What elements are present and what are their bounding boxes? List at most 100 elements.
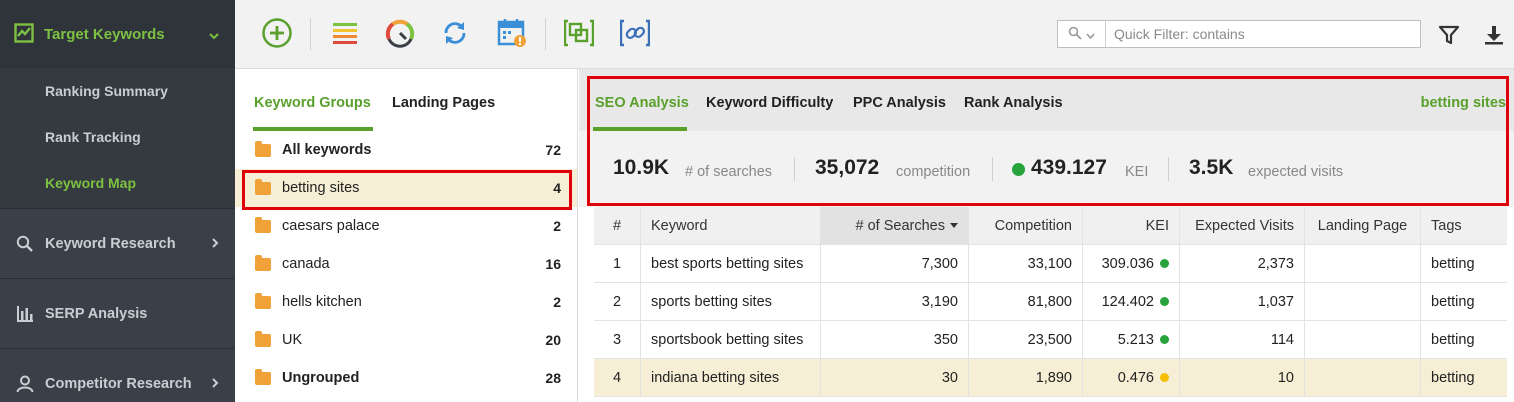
chevron-down-icon [1086, 26, 1095, 42]
cell-competition: 23,500 [969, 321, 1083, 358]
group-count: 20 [545, 332, 561, 348]
tab-keyword-groups[interactable]: Keyword Groups [254, 95, 371, 111]
kei-label: KEI [1125, 164, 1149, 180]
chevron-down-icon[interactable] [209, 27, 219, 43]
folder-icon [255, 292, 271, 309]
col-header-keyword[interactable]: Keyword [641, 207, 821, 244]
group-name: betting sites [282, 180, 360, 196]
cell-tags: betting [1431, 293, 1475, 310]
cell-landing-page[interactable] [1305, 321, 1421, 358]
filter-icon[interactable] [1432, 18, 1466, 52]
tab-seo-analysis[interactable]: SEO Analysis [595, 95, 689, 111]
kei-value: 0.476 [1117, 369, 1154, 386]
kei-value: 309.036 [1101, 255, 1154, 272]
folder-icon [255, 216, 271, 233]
bar-chart-icon [14, 305, 36, 323]
group-row[interactable]: UK 20 [235, 321, 577, 359]
calendar-alert-icon[interactable] [495, 16, 529, 50]
group-row[interactable]: Ungrouped 28 [235, 359, 577, 397]
cell-keyword: best sports betting sites [641, 245, 821, 282]
group-name: hells kitchen [282, 294, 362, 310]
kei-status-dot [1160, 373, 1169, 382]
col-header-expected-visits[interactable]: Expected Visits [1180, 207, 1305, 244]
sidebar-section-label: Competitor Research [45, 375, 192, 392]
group-row[interactable]: caesars palace 2 [235, 207, 577, 245]
download-icon[interactable] [1477, 18, 1511, 52]
table-row[interactable]: 4 indiana betting sites 30 1,890 0.476 1… [594, 359, 1507, 397]
col-header-competition[interactable]: Competition [969, 207, 1083, 244]
quick-filter [1057, 20, 1421, 48]
search-icon [1068, 26, 1082, 43]
list-icon[interactable] [328, 16, 362, 50]
cell-landing-page[interactable] [1305, 283, 1421, 320]
competition-value: 35,072 [815, 156, 880, 179]
tab-landing-pages[interactable]: Landing Pages [392, 95, 496, 111]
tab-keyword-difficulty[interactable]: Keyword Difficulty [706, 95, 834, 111]
kei-value: 5.213 [1117, 331, 1154, 348]
cell-landing-page[interactable] [1305, 245, 1421, 282]
cell-searches: 30 [821, 359, 969, 396]
cell-number: 4 [594, 359, 641, 396]
copy-group-icon[interactable] [562, 16, 596, 50]
group-count: 4 [553, 180, 561, 196]
keywords-table: # Keyword # of Searches Competition KEI … [594, 207, 1507, 397]
cell-searches: 3,190 [821, 283, 969, 320]
kei-status-dot [1160, 259, 1169, 268]
analysis-panel: SEO Analysis Keyword Difficulty PPC Anal… [579, 69, 1514, 402]
table-row[interactable]: 2 sports betting sites 3,190 81,800 124.… [594, 283, 1507, 321]
group-count: 16 [545, 256, 561, 272]
cell-searches: 350 [821, 321, 969, 358]
col-header-searches[interactable]: # of Searches [821, 207, 969, 244]
quick-filter-input[interactable] [1106, 26, 1406, 42]
sidebar-section-competitor-research[interactable]: Competitor Research [0, 348, 235, 402]
group-row[interactable]: betting sites 4 [235, 169, 577, 207]
col-header-kei[interactable]: KEI [1083, 207, 1180, 244]
link-icon[interactable] [618, 16, 652, 50]
col-header-searches-label: # of Searches [855, 217, 945, 234]
filter-search-dropdown[interactable] [1058, 21, 1106, 47]
trend-chart-icon [14, 22, 34, 46]
tab-ppc-analysis[interactable]: PPC Analysis [853, 95, 946, 111]
group-row[interactable]: All keywords 72 [235, 131, 577, 169]
search-icon [14, 235, 36, 253]
group-name: caesars palace [282, 218, 380, 234]
gauge-icon[interactable] [383, 16, 417, 50]
folder-icon [255, 368, 271, 385]
folder-icon [255, 140, 271, 157]
col-header-landing-page[interactable]: Landing Page [1305, 207, 1421, 244]
visits-label: expected visits [1248, 164, 1344, 180]
col-header-tags[interactable]: Tags [1431, 217, 1462, 234]
sidebar-section-keyword-research[interactable]: Keyword Research [0, 208, 235, 278]
sidebar-item-rank-tracking[interactable]: Rank Tracking [45, 129, 141, 145]
table-row[interactable]: 1 best sports betting sites 7,300 33,100… [594, 245, 1507, 283]
table-row[interactable]: 3 sportsbook betting sites 350 23,500 5.… [594, 321, 1507, 359]
cell-expected-visits: 114 [1180, 321, 1305, 358]
kei-status-dot [1012, 163, 1025, 176]
cell-keyword: indiana betting sites [641, 359, 821, 396]
sidebar-submenu: Ranking Summary Rank Tracking Keyword Ma… [0, 68, 235, 208]
searches-value: 10.9K [613, 156, 670, 179]
cell-expected-visits: 1,037 [1180, 283, 1305, 320]
cell-keyword: sports betting sites [641, 283, 821, 320]
cell-expected-visits: 10 [1180, 359, 1305, 396]
groups-tabs: Keyword Groups Landing Pages [235, 69, 577, 131]
group-row[interactable]: hells kitchen 2 [235, 283, 577, 321]
sidebar-item-ranking-summary[interactable]: Ranking Summary [45, 83, 168, 99]
chevron-right-icon [211, 376, 219, 392]
group-name: canada [282, 256, 330, 272]
sidebar-section-label: Keyword Research [45, 235, 176, 252]
refresh-icon[interactable] [438, 16, 472, 50]
add-icon[interactable] [260, 16, 294, 50]
col-header-number[interactable]: # [594, 207, 641, 244]
sidebar-section-label: SERP Analysis [45, 305, 148, 322]
sidebar-header-target-keywords[interactable]: Target Keywords [0, 0, 235, 68]
group-row[interactable]: canada 16 [235, 245, 577, 283]
searches-label: # of searches [685, 164, 773, 180]
kei-value: 439.127 [1031, 156, 1107, 179]
cell-landing-page[interactable] [1305, 359, 1421, 396]
tab-rank-analysis[interactable]: Rank Analysis [964, 95, 1063, 111]
sidebar-item-keyword-map[interactable]: Keyword Map [45, 175, 137, 191]
kei-status-dot [1160, 297, 1169, 306]
cell-number: 2 [594, 283, 641, 320]
sidebar-section-serp-analysis[interactable]: SERP Analysis [0, 278, 235, 348]
